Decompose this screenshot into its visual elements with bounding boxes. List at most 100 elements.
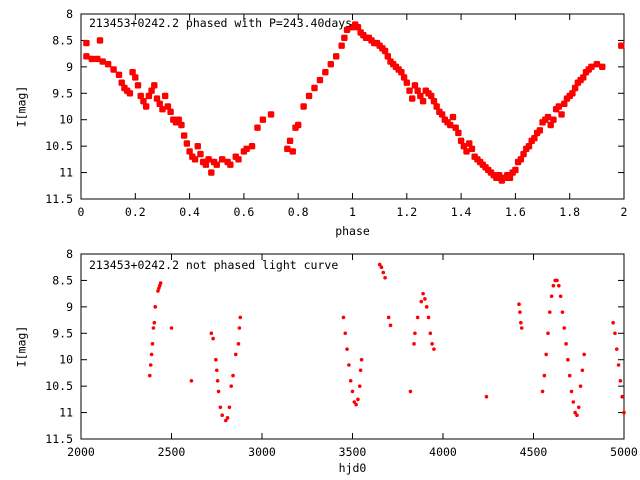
data-point [238,315,243,320]
data-point [343,331,348,336]
data-point [400,74,408,81]
data-point [460,142,468,150]
data-point [175,116,182,123]
data-point [555,278,559,283]
data-point [519,320,523,325]
data-point [259,116,267,123]
y-tick-label: 10.5 [45,139,73,153]
data-point [205,156,212,163]
data-point [540,389,545,394]
data-point [151,82,158,89]
data-point [403,79,410,86]
data-point [575,413,579,418]
data-point [286,137,294,145]
data-point [549,294,554,299]
data-point [153,305,158,309]
data-point [158,281,163,285]
y-tick-label: 10 [59,353,73,367]
data-point [343,26,351,34]
data-point [178,121,185,129]
data-point [547,310,552,314]
data-point [220,413,224,418]
data-point [622,410,626,415]
data-point [544,352,548,357]
data-point [354,24,362,31]
data-point [338,42,345,49]
data-point [164,103,172,110]
data-point [550,116,557,123]
x-tick-label: 0.6 [234,205,255,219]
y-axis: 8 8.5 9 9.5 10 10.5 11 11.5 [45,7,624,206]
data-point [613,331,617,336]
data-point [169,326,174,330]
data-point [413,331,417,336]
data-point [357,384,362,388]
data-point [227,161,234,168]
y-tick-label: 11 [59,166,73,180]
data-point [137,92,144,100]
data-point [567,373,572,378]
y-tick-label: 9 [66,300,73,314]
data-point [115,71,123,78]
data-point [599,63,606,71]
data-point [438,111,446,118]
x-tick-label: 1.2 [396,205,417,219]
data-point [560,310,565,314]
data-point [289,148,296,155]
x-axis: 2000 2500 3000 3500 4000 4500 5000 [67,254,638,459]
data-point [618,42,625,49]
data-point [148,363,153,367]
data-point [546,331,550,336]
data-point [576,405,581,410]
data-point [582,352,586,357]
data-point [408,389,413,394]
data-point [518,310,522,314]
data-point [381,270,386,275]
data-point [356,397,360,402]
data-point [311,84,318,92]
data-point [151,326,156,330]
data-point [432,347,436,351]
x-tick-label: 4500 [520,445,548,459]
data-point [118,79,125,86]
y-tick-label: 11.5 [45,192,73,206]
data-point [295,121,302,129]
data-point [327,61,334,68]
data-point [421,291,425,296]
data-point [406,87,413,94]
x-tick-label: 1.8 [559,205,580,219]
data-point [452,124,459,131]
plot-title: 213453+0242.2 phased with P=243.40days [89,16,352,30]
data-point [419,98,427,105]
data-point [484,394,489,399]
data-point [616,363,621,367]
data-point [506,174,514,182]
x-tick-label: 2500 [158,445,186,459]
data-point [512,166,519,174]
data-point [449,113,457,121]
data-point [350,389,355,394]
data-point [358,368,363,373]
data-point [227,405,232,410]
data-point [99,58,106,65]
unphased-light-curve-panel: 8 8.5 9 9.5 10 10.5 11 11.5 2000 2500 3000 3500 400… [15,247,638,475]
data-point [566,357,570,362]
data-point [555,103,563,110]
data-point [186,148,193,155]
data-point [126,90,134,97]
data-point [83,39,90,47]
data-point [519,326,524,330]
data-point [383,275,387,280]
data-point [398,68,405,76]
y-tick-label: 9.5 [52,326,73,340]
data-point [409,95,416,102]
y-tick-label: 10.5 [45,379,73,393]
data-point [620,394,624,399]
data-point [571,400,576,404]
data-point [525,142,533,150]
data-point [347,363,351,367]
data-point [211,336,215,341]
x-tick-label: 1.6 [505,205,526,219]
plot-frame [80,253,625,440]
data-point [341,315,346,320]
